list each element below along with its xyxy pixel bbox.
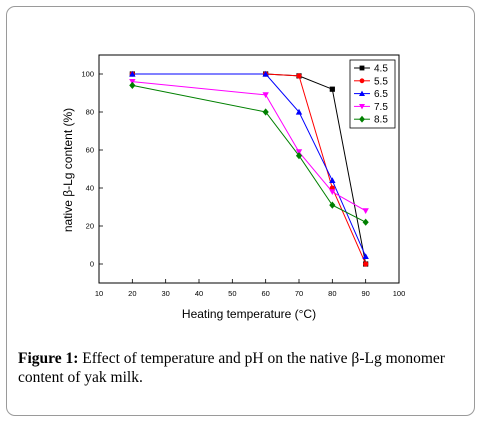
x-tick-label: 60 xyxy=(261,289,269,298)
data-point-5.5 xyxy=(296,73,302,79)
data-point-7.5 xyxy=(362,208,369,214)
legend-label: 4.5 xyxy=(374,64,388,75)
y-axis-title: native β-Lg content (%) xyxy=(61,108,75,232)
legend-marker xyxy=(359,78,365,84)
x-tick-label: 70 xyxy=(295,289,303,298)
x-tick-label: 90 xyxy=(361,289,369,298)
x-tick-label: 30 xyxy=(161,289,169,298)
x-tick-label: 10 xyxy=(95,289,103,298)
y-tick-label: 80 xyxy=(86,108,94,117)
data-point-6.5 xyxy=(129,70,136,77)
x-axis-title: Heating temperature (°C) xyxy=(182,307,316,321)
y-tick-label: 20 xyxy=(86,222,94,231)
data-point-5.5 xyxy=(363,261,369,267)
legend-marker xyxy=(359,104,365,110)
legend-marker xyxy=(359,65,365,71)
data-point-6.5 xyxy=(329,177,336,183)
y-tick-label: 40 xyxy=(86,184,94,193)
y-tick-label: 0 xyxy=(90,260,94,269)
data-point-4.5 xyxy=(329,86,335,92)
data-point-8.5 xyxy=(362,218,369,226)
data-point-6.5 xyxy=(295,108,303,115)
x-tick-label: 20 xyxy=(128,289,136,298)
data-point-8.5 xyxy=(262,108,269,116)
data-point-6.5 xyxy=(362,253,369,259)
legend-label: 5.5 xyxy=(374,76,388,87)
x-tick-label: 100 xyxy=(393,289,406,298)
data-point-8.5 xyxy=(295,152,303,160)
legend-label: 7.5 xyxy=(374,102,388,113)
legend-marker xyxy=(359,90,365,96)
legend-marker xyxy=(359,115,365,123)
figure-caption: Figure 1: Effect of temperature and pH o… xyxy=(18,349,468,387)
data-point-8.5 xyxy=(329,201,336,209)
x-tick-label: 40 xyxy=(195,289,203,298)
caption-text: Effect of temperature and pH on the nati… xyxy=(18,350,445,386)
x-tick-label: 50 xyxy=(228,289,236,298)
data-point-6.5 xyxy=(262,70,269,77)
data-point-7.5 xyxy=(329,189,336,195)
y-tick-label: 100 xyxy=(81,70,94,79)
legend-label: 8.5 xyxy=(374,115,388,126)
caption-label: Figure 1: xyxy=(18,350,79,367)
data-point-7.5 xyxy=(262,92,269,99)
x-tick-label: 80 xyxy=(328,289,336,298)
legend: 4.55.5 6.5 7.5 8.5 xyxy=(349,59,396,129)
data-point-8.5 xyxy=(129,81,136,89)
y-tick-label: 60 xyxy=(86,146,94,155)
legend-label: 6.5 xyxy=(374,89,388,100)
